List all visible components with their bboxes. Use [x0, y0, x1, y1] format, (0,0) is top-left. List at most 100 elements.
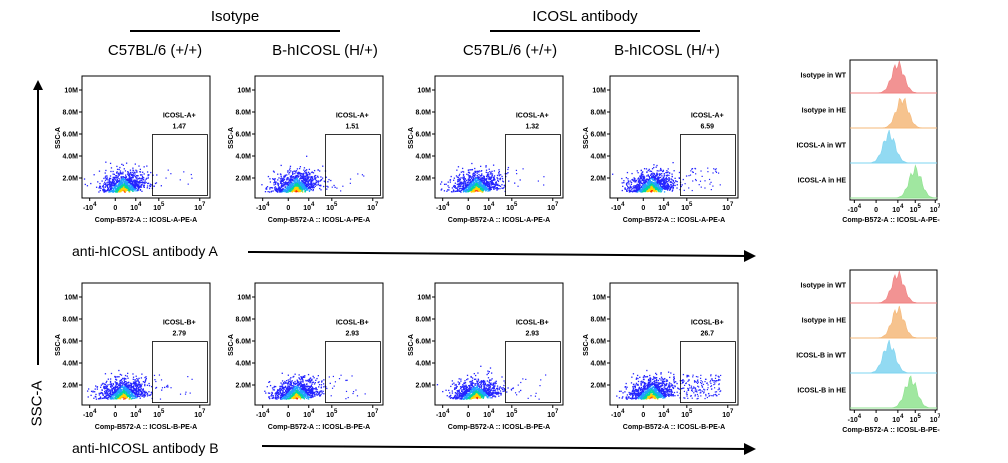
- histogram-curve: [850, 375, 937, 409]
- y-axis-title: SSC-A: [55, 127, 62, 149]
- scatter-dots: [611, 161, 721, 193]
- plot-frame: [609, 282, 739, 406]
- gate-value: 2.79: [172, 330, 186, 337]
- scatter-plot: 10M 8.0M 6.0M 4.0M 2.0M SSC-A -104 0 104 105 107 Co…: [55, 282, 211, 431]
- x-tick-label: 107: [547, 409, 559, 419]
- gate-value: 1.51: [345, 123, 359, 130]
- gate-box: [152, 341, 208, 403]
- x-tick-label: 104: [303, 409, 315, 419]
- y-tick-label: 4.0M: [235, 154, 251, 161]
- scatter-plot: 10M 8.0M 6.0M 4.0M 2.0M SSC-A -104 0 104 105 107 Co…: [408, 75, 564, 224]
- y-tick-label: 8.0M: [590, 317, 606, 324]
- gate-box: [152, 134, 208, 196]
- y-tick-label: 10M: [64, 295, 78, 302]
- x-axis-title: Comp-B572-A :: ICOSL-A-PE-A: [95, 217, 197, 224]
- y-tick-label: 2.0M: [235, 176, 251, 183]
- x-tick-label: 104: [483, 202, 495, 212]
- x-axis-title: Comp-B572-A :: ICOSL-B-PE-A: [268, 424, 370, 431]
- y-axis-label: SSC-A: [28, 380, 46, 427]
- x-tick-label: 0: [113, 205, 117, 212]
- group-rule-isotype: [130, 30, 340, 32]
- histogram-curve: [850, 164, 938, 199]
- y-axis-arrow: [33, 80, 43, 365]
- scatter-dots: [436, 365, 547, 400]
- y-tick-label: 8.0M: [415, 110, 431, 117]
- x-tick-label: 107: [367, 202, 379, 212]
- y-tick-label: 2.0M: [415, 176, 431, 183]
- x-tick-label: 104: [892, 204, 904, 214]
- group-title-icosl-antibody: ICOSL antibody: [532, 8, 638, 25]
- legend-label: ICOSL-B in HE: [797, 388, 846, 395]
- gate-label: ICOSL-A+: [336, 112, 369, 119]
- y-tick-label: 8.0M: [415, 317, 431, 324]
- y-tick-label: 6.0M: [415, 132, 431, 139]
- x-tick-label: 105: [153, 202, 165, 212]
- y-tick-label: 6.0M: [62, 339, 78, 346]
- x-tick-label: 107: [194, 202, 206, 212]
- gate-value: 6.59: [700, 123, 714, 130]
- group-rule-icosl-antibody: [490, 30, 700, 32]
- x-tick-label: 104: [303, 202, 315, 212]
- gate-box: [505, 134, 561, 196]
- histogram-overlay: Isotype in WT Isotype in HE ICOSL-B in WT I…: [796, 269, 940, 434]
- y-tick-label: 8.0M: [62, 317, 78, 324]
- gate-value: 1.47: [172, 123, 186, 130]
- x-tick-label: 104: [892, 414, 904, 424]
- scatter-plot: 10M 8.0M 6.0M 4.0M 2.0M SSC-A -104 0 104 105 107 Co…: [55, 75, 211, 224]
- row-arrow-antibody-b: [262, 443, 756, 455]
- x-tick-label: -104: [436, 409, 450, 419]
- x-tick-label: -104: [83, 409, 97, 419]
- y-axis-title: SSC-A: [583, 127, 590, 149]
- gate-value: 2.93: [525, 330, 539, 337]
- histogram-curve: [850, 129, 937, 164]
- x-tick-label: 105: [910, 414, 922, 424]
- x-tick-label: 107: [930, 204, 940, 214]
- x-tick-label: 0: [641, 412, 645, 419]
- scatter-plot: 10M 8.0M 6.0M 4.0M 2.0M SSC-A -104 0 104 105 107 Co…: [228, 75, 384, 224]
- y-tick-label: 10M: [592, 295, 606, 302]
- gate-label: ICOSL-A+: [691, 112, 724, 119]
- plot-frame: [849, 269, 938, 411]
- y-tick-label: 10M: [237, 88, 251, 95]
- x-tick-label: 0: [466, 412, 470, 419]
- row-arrow-antibody-a: [248, 250, 756, 262]
- y-tick-label: 2.0M: [415, 383, 431, 390]
- plot-frame: [81, 75, 211, 199]
- x-tick-label: 105: [153, 409, 165, 419]
- plot-frame: [254, 282, 384, 406]
- y-tick-label: 2.0M: [590, 383, 606, 390]
- column-title-4: B-hICOSL (H/+): [614, 42, 720, 59]
- y-tick-label: 6.0M: [590, 339, 606, 346]
- y-tick-label: 4.0M: [590, 154, 606, 161]
- y-tick-label: 6.0M: [235, 339, 251, 346]
- gate-value: 26.7: [700, 330, 714, 337]
- x-tick-label: 105: [910, 204, 922, 214]
- x-tick-label: -104: [83, 202, 97, 212]
- gate-box: [325, 134, 381, 196]
- gate-label: ICOSL-B+: [163, 319, 196, 326]
- x-tick-label: 0: [286, 205, 290, 212]
- legend-label: ICOSL-B in WT: [796, 353, 846, 360]
- y-tick-label: 4.0M: [235, 361, 251, 368]
- x-tick-label: 107: [367, 409, 379, 419]
- gate-box: [680, 341, 736, 403]
- scatter-dots: [86, 369, 193, 400]
- x-tick-label: 104: [658, 202, 670, 212]
- y-tick-label: 10M: [417, 88, 431, 95]
- y-axis-title: SSC-A: [228, 334, 235, 356]
- gate-label: ICOSL-A+: [516, 112, 549, 119]
- x-tick-label: 107: [547, 202, 559, 212]
- legend-label: ICOSL-A in HE: [798, 178, 847, 185]
- legend-label: Isotype in WT: [801, 73, 847, 80]
- x-tick-label: 105: [326, 409, 338, 419]
- gate-label: ICOSL-B+: [516, 319, 549, 326]
- y-tick-label: 6.0M: [590, 132, 606, 139]
- y-tick-label: 6.0M: [235, 132, 251, 139]
- x-tick-label: 105: [681, 409, 693, 419]
- y-axis-title: SSC-A: [583, 334, 590, 356]
- y-tick-label: 8.0M: [235, 110, 251, 117]
- gate-box: [680, 134, 736, 196]
- group-title-isotype: Isotype: [210, 8, 260, 25]
- gate-value: 2.93: [345, 330, 359, 337]
- y-tick-label: 10M: [592, 88, 606, 95]
